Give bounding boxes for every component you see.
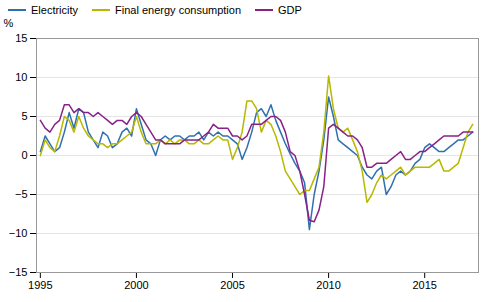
svg-text:0: 0 bbox=[21, 149, 27, 161]
svg-text:−10: −10 bbox=[9, 227, 28, 239]
svg-text:2005: 2005 bbox=[220, 279, 244, 291]
svg-text:5: 5 bbox=[21, 110, 27, 122]
svg-text:−15: −15 bbox=[9, 266, 28, 278]
svg-text:2000: 2000 bbox=[124, 279, 148, 291]
svg-text:%: % bbox=[4, 17, 14, 29]
svg-text:1995: 1995 bbox=[28, 279, 52, 291]
svg-text:2010: 2010 bbox=[316, 279, 340, 291]
html-text:Electricity: Electricity bbox=[31, 4, 79, 16]
svg-text:10: 10 bbox=[15, 71, 27, 83]
html-text:Final energy consumption: Final energy consumption bbox=[115, 4, 241, 16]
svg-text:15: 15 bbox=[15, 32, 27, 44]
html-text:GDP: GDP bbox=[278, 4, 302, 16]
svg-text:−5: −5 bbox=[15, 188, 28, 200]
svg-text:2015: 2015 bbox=[412, 279, 436, 291]
